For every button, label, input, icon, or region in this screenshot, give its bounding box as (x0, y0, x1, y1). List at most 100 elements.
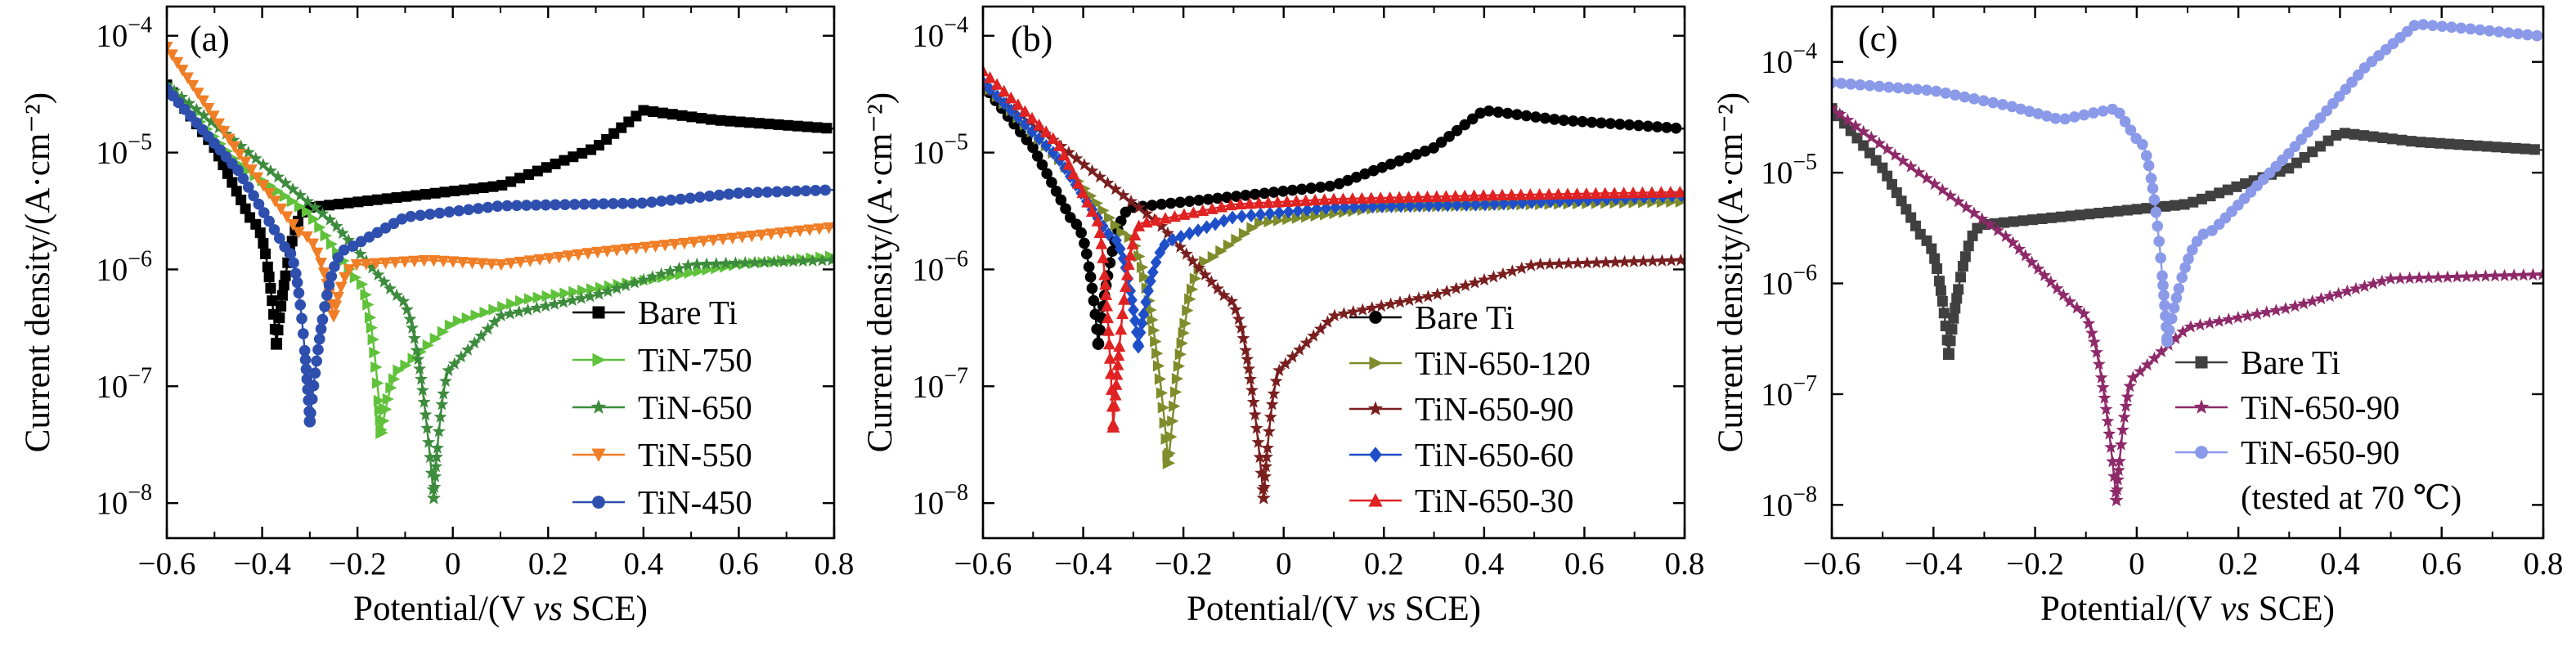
series-marker (1959, 91, 1971, 103)
series-marker (2096, 380, 2110, 393)
y-axis-label: Current density/(A·cm⁻²) (19, 92, 57, 452)
series-marker (1419, 146, 1431, 157)
series-marker (705, 114, 716, 125)
series-marker (2331, 286, 2345, 300)
series-marker (1269, 374, 1283, 387)
legend-marker (1368, 493, 1383, 507)
legend-marker (591, 448, 606, 462)
series-marker (2412, 271, 2426, 284)
series-marker (265, 282, 276, 294)
series-marker (1515, 188, 1528, 200)
x-tick-label: −0.2 (329, 546, 387, 581)
series-marker (610, 281, 624, 294)
series-marker (1047, 132, 1060, 144)
x-tick-label: −0.2 (2006, 546, 2064, 581)
series-marker (2179, 199, 2190, 210)
series-marker (1645, 254, 1659, 267)
series-marker (1336, 192, 1349, 204)
series-marker (1140, 206, 1154, 220)
legend-label: TiN-450 (638, 483, 752, 521)
series-marker (2159, 299, 2170, 312)
series-marker (1236, 209, 1248, 224)
series-marker (316, 313, 329, 326)
series-marker (697, 236, 710, 248)
series-marker (690, 257, 704, 271)
series-marker (1102, 311, 1115, 324)
series-marker (335, 226, 349, 240)
series-marker (2059, 113, 2071, 125)
series-marker (273, 232, 285, 245)
series-marker (181, 72, 194, 84)
legend-marker (2195, 356, 2208, 369)
series-marker (418, 254, 431, 267)
series-marker (1248, 407, 1262, 421)
series-marker (638, 105, 649, 116)
x-tick-label: −0.2 (1155, 546, 1213, 581)
series-marker (819, 184, 831, 196)
series-marker (1193, 195, 1205, 206)
series-marker (745, 231, 758, 243)
series-marker (2018, 249, 2032, 262)
series-marker (449, 186, 460, 197)
series-marker (1062, 158, 1075, 170)
series-marker (2346, 76, 2358, 88)
legend: Bare Ti TiN-750 TiN-650 TiN-550 TiN-450 (572, 294, 752, 521)
series-5 (983, 64, 1685, 433)
series-marker (1179, 247, 1193, 260)
series-marker (1268, 186, 1280, 198)
series-marker (1093, 226, 1106, 239)
series-marker (311, 247, 324, 260)
series-marker (1474, 107, 1487, 119)
series-marker (681, 258, 695, 272)
series-marker (761, 186, 774, 198)
series-marker (640, 241, 653, 254)
series-marker (1103, 212, 1116, 224)
legend-label: TiN-650-90 (2241, 433, 2399, 471)
series-marker (530, 301, 544, 314)
series-marker (1128, 303, 1139, 317)
series-marker (2126, 370, 2140, 384)
series-marker (1205, 275, 1218, 288)
series-marker (1543, 257, 1557, 270)
series-marker (398, 256, 411, 268)
series-marker (2119, 115, 2131, 128)
series-marker (330, 219, 343, 232)
series-marker (2212, 314, 2226, 327)
series-marker (2114, 438, 2128, 451)
series-marker (1272, 363, 1286, 376)
series-marker (1286, 184, 1299, 196)
series-marker (1865, 130, 1878, 144)
x-tick-label: 0.2 (1364, 546, 1404, 581)
series-marker (626, 197, 639, 209)
series-marker (676, 110, 688, 121)
series-marker (1076, 186, 1089, 199)
series-marker (1178, 208, 1191, 220)
series-marker (338, 244, 350, 256)
series-marker (1218, 213, 1230, 228)
series-marker (1948, 312, 1959, 324)
series-marker (222, 168, 233, 179)
series-marker (1005, 103, 1017, 118)
series-marker (1539, 112, 1551, 124)
series-marker (1461, 197, 1472, 212)
series-marker (1169, 400, 1181, 412)
series-marker (1110, 378, 1123, 390)
series-marker (430, 441, 444, 454)
series-marker (478, 182, 489, 194)
series-marker (2302, 126, 2313, 138)
series-marker (568, 151, 579, 163)
series-marker (2231, 311, 2245, 324)
series-marker (2314, 291, 2328, 305)
series-marker (1277, 186, 1289, 197)
series-marker (1912, 165, 1926, 178)
series-marker (578, 198, 590, 210)
series-marker (806, 254, 819, 267)
series-marker (1116, 227, 1129, 239)
series-marker (1963, 240, 1974, 252)
series-marker (388, 373, 401, 385)
series-marker (1124, 194, 1138, 208)
series-marker (429, 469, 442, 483)
series-marker (1183, 195, 1196, 207)
series-marker (454, 350, 468, 363)
series-marker (2497, 268, 2511, 281)
